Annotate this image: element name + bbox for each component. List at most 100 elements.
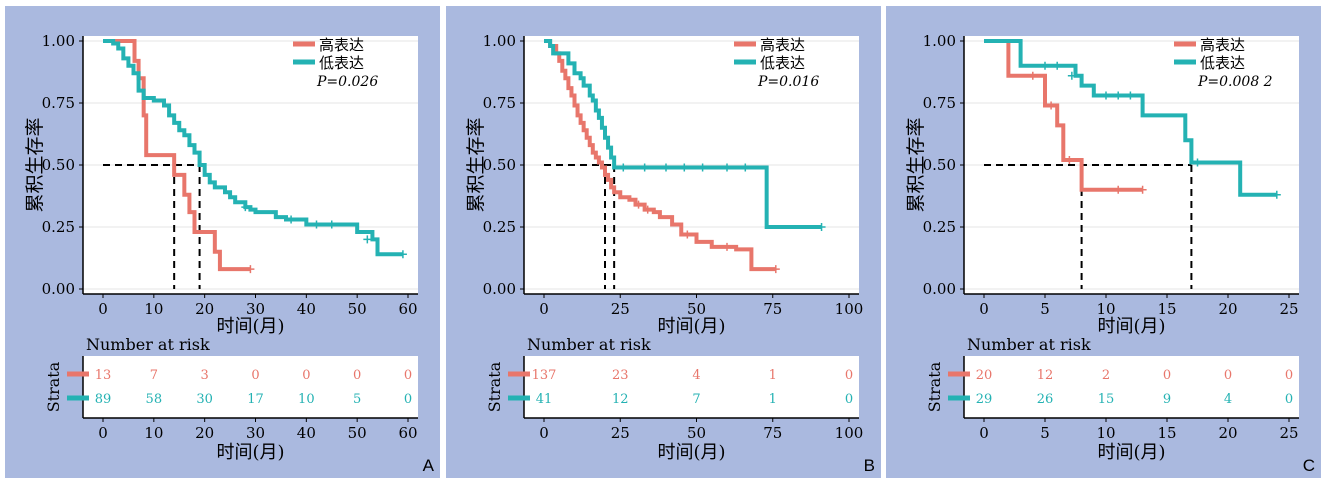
censor-mark [741, 163, 750, 172]
censor-mark [680, 163, 689, 172]
x-tick-label: 25 [1279, 300, 1298, 318]
risk-count: 0 [353, 368, 361, 383]
risk-x-tick-label: 20 [195, 424, 214, 442]
censor-mark [287, 215, 296, 224]
strata-label: Strata [485, 361, 504, 412]
y-tick-label: 1.00 [42, 32, 75, 50]
censor-mark [1138, 185, 1147, 194]
y-tick-label: 0.00 [483, 280, 516, 298]
risk-count: 30 [196, 392, 213, 407]
risk-table-background [964, 356, 1299, 418]
censor-mark [662, 163, 670, 172]
y-tick-label: 0.50 [42, 156, 75, 174]
censor-mark [1126, 91, 1135, 100]
risk-count: 26 [1037, 392, 1054, 407]
strata-label: Strata [44, 361, 63, 412]
censor-mark [1041, 61, 1049, 70]
y-axis-label: 累积生存率 [465, 117, 487, 212]
x-axis-label: 时间(月) [657, 316, 725, 337]
risk-x-tick-label: 20 [1218, 424, 1237, 442]
risk-count: 58 [146, 392, 163, 407]
x-axis-label: 时间(月) [216, 316, 284, 337]
risk-count: 23 [612, 368, 629, 383]
risk-count: 89 [95, 392, 112, 407]
x-tick-label: 0 [539, 300, 549, 318]
risk-count: 15 [1098, 392, 1115, 407]
risk-x-tick-label: 10 [144, 424, 163, 442]
risk-count: 1 [769, 368, 777, 383]
risk-x-tick-label: 0 [539, 424, 549, 442]
censor-mark [643, 205, 652, 214]
risk-count: 41 [536, 392, 553, 407]
risk-count: 13 [95, 368, 112, 383]
y-tick-label: 0.25 [42, 218, 75, 236]
risk-count: 7 [150, 368, 158, 383]
legend-label-high: 高表达 [1200, 36, 1245, 54]
risk-table-background [83, 356, 418, 418]
censor-mark [817, 223, 826, 231]
censor-mark [1114, 185, 1123, 194]
risk-count: 0 [302, 368, 310, 383]
risk-x-tick-label: 50 [687, 424, 706, 442]
risk-x-tick-label: 75 [763, 424, 782, 442]
censor-mark [398, 250, 407, 259]
censor-mark [327, 220, 336, 229]
km-chart-c: 0.000.250.500.751.000 5 10 15 20 25累积生存率时间(月)… [905, 32, 1299, 463]
x-tick-label: 0 [98, 300, 108, 318]
risk-table-title: Number at risk [527, 335, 651, 354]
risk-x-tick-label: 10 [1096, 424, 1115, 442]
risk-count: 1 [769, 392, 777, 407]
censor-mark [1028, 71, 1037, 80]
risk-x-axis-label: 时间(月) [1097, 442, 1165, 463]
y-tick-label: 0.75 [923, 94, 956, 112]
km-chart-a: 0.000.250.500.751.000 10 20 30 40 50 60累积生存率时间… [24, 32, 418, 463]
survival-curve-low [544, 39, 822, 229]
risk-x-tick-label: 50 [348, 424, 367, 442]
risk-count: 0 [404, 368, 412, 383]
panel-c: 0.00 0.25 0.50 0.75 1.00 0 5 10 15 20 25 累积生存率 时间(月)… [886, 6, 1321, 478]
risk-table-background [524, 356, 859, 418]
x-tick-label: 30 [246, 300, 265, 318]
risk-x-tick-label: 60 [398, 424, 417, 442]
km-chart-b: 0.000.250.500.751.000 25 50 75 100累积生存率时间(月)… [465, 32, 863, 463]
risk-count: 12 [1037, 368, 1054, 383]
censor-mark [1114, 91, 1123, 100]
censor-mark [246, 265, 255, 274]
censor-mark [634, 200, 643, 209]
risk-count: 0 [1224, 368, 1232, 383]
survival-curve-low [103, 39, 403, 257]
p-value: P=0.026 [316, 74, 378, 90]
survival-curve-high [103, 39, 251, 272]
risk-count: 5 [353, 392, 361, 407]
risk-count: 0 [845, 368, 853, 383]
risk-count: 12 [612, 392, 629, 407]
panel-b: 0.00 0.25 0.50 0.75 1.00 0 25 50 75 100 累积生存率 时间(月)… [446, 6, 881, 478]
risk-count: 0 [845, 392, 853, 407]
x-tick-label: 50 [687, 300, 706, 318]
risk-count: 20 [976, 368, 993, 383]
censor-mark [723, 163, 731, 172]
risk-table-title: Number at risk [86, 335, 210, 354]
y-tick-label: 0.00 [923, 280, 956, 298]
risk-count: 29 [976, 392, 993, 407]
risk-x-tick-label: 15 [1157, 424, 1176, 442]
censor-mark [771, 265, 780, 274]
censor-mark [1102, 91, 1110, 100]
risk-x-tick-label: 0 [979, 424, 989, 442]
risk-count: 0 [404, 392, 412, 407]
censor-mark [698, 163, 707, 172]
survival-curve-high [544, 39, 776, 272]
risk-count: 0 [1285, 392, 1293, 407]
y-tick-label: 0.00 [42, 280, 75, 298]
survival-curve-high [984, 39, 1143, 192]
risk-count: 10 [298, 392, 315, 407]
legend-label-low: 低表达 [760, 54, 805, 72]
risk-count: 7 [692, 392, 700, 407]
censor-mark [1047, 101, 1056, 110]
panel-label-b: B [863, 456, 875, 475]
legend-label-high: 高表达 [760, 36, 805, 54]
y-tick-label: 1.00 [923, 32, 956, 50]
x-tick-label: 15 [1157, 300, 1176, 318]
risk-x-axis-label: 时间(月) [657, 442, 725, 463]
risk-count: 0 [251, 368, 259, 383]
